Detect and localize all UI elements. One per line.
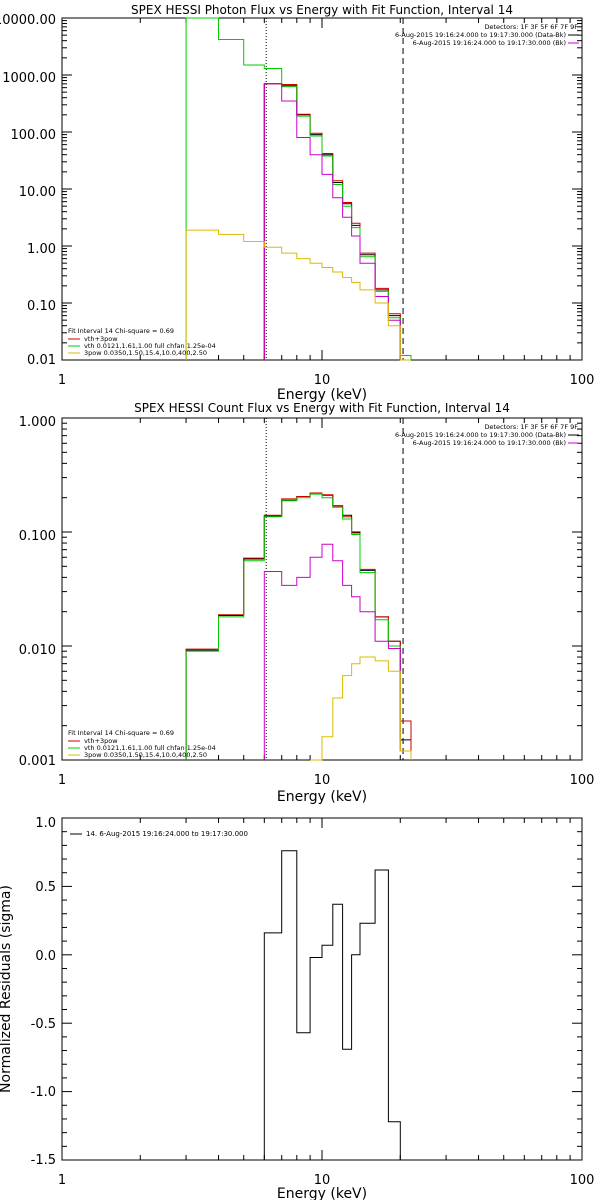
- count-series: [185, 492, 412, 761]
- residuals-ytick-label: -1.0: [31, 1085, 56, 1100]
- series-line-4: [185, 229, 411, 361]
- photon-axis-ticks: [61, 18, 582, 361]
- count-flux-panel: SPEX HESSI Count Flux vs Energy with Fit…: [19, 401, 595, 805]
- photon-xtick-label: 100: [570, 373, 595, 388]
- count-panel-title: SPEX HESSI Count Flux vs Energy with Fit…: [134, 401, 510, 415]
- count-x-axis-label: Energy (keV): [277, 789, 367, 805]
- photon-ytick-label: 0.01: [27, 353, 56, 368]
- series-line-2: [185, 493, 412, 760]
- photon-x-axis-label: Energy (keV): [277, 387, 367, 403]
- residuals-ytick-label: 0.0: [35, 949, 56, 964]
- photon-fit-3pow: 3pow 0.0350,1.50,15.4,10.0,400,2.50: [84, 349, 207, 357]
- count-ytick-label: 0.010: [19, 643, 56, 658]
- series-line-0: [185, 492, 412, 760]
- photon-ytick-label: 1000.00: [2, 71, 56, 86]
- photon-reference-lines: [265, 18, 404, 360]
- count-detectors-label: Detectors: 1F 3F 5F 6F 7F 9F: [484, 423, 578, 431]
- residuals-ytick-label: 1.0: [35, 816, 56, 831]
- series-line-2: [185, 17, 412, 360]
- residuals-series: [263, 850, 401, 1160]
- photon-ytick-label: 0.10: [27, 299, 56, 314]
- count-xtick-label: 100: [570, 773, 595, 788]
- photon-xtick-label: 10: [314, 373, 331, 388]
- residuals-xtick-label: 100: [570, 1173, 595, 1188]
- residuals-axis-ticks: [61, 817, 582, 1161]
- residuals-plot-frame: [61, 817, 583, 1161]
- count-axis-ticks: [61, 418, 582, 761]
- photon-ytick-label: 100.00: [11, 128, 57, 143]
- count-xtick-label: 1: [58, 773, 66, 788]
- series-line-0: [263, 850, 401, 1160]
- photon-ytick-label: 1.00: [27, 242, 56, 257]
- series-line-4: [310, 656, 412, 761]
- series-line-3: [263, 83, 411, 361]
- photon-series: [185, 17, 412, 361]
- photon-fit-interval: Fit Interval 14 Chi-square = 0.69: [68, 327, 174, 335]
- count-ytick-label: 0.001: [19, 754, 56, 769]
- count-fit-vth: vth 0.0121,1.61,1.00 full chfan 1.25e-04: [84, 744, 216, 752]
- series-line-0: [263, 83, 411, 361]
- count-ytick-label: 0.100: [19, 529, 56, 544]
- photon-plot-frame: [61, 17, 583, 361]
- count-legend-bk: 6-Aug-2015 19:16:24.000 to 19:17:30.000 …: [413, 439, 566, 447]
- count-ytick-label: 1.000: [19, 415, 56, 430]
- residuals-ytick-label: -0.5: [31, 1017, 56, 1032]
- count-reference-lines: [265, 418, 404, 760]
- photon-flux-panel: SPEX HESSI Photon Flux vs Energy with Fi…: [0, 3, 594, 403]
- residuals-y-axis-label: Normalized Residuals (sigma): [0, 885, 14, 1093]
- residuals-ytick-label: 0.5: [35, 880, 56, 895]
- photon-legend-data-bk: 6-Aug-2015 19:16:24.000 to 19:17:30.000 …: [395, 31, 566, 39]
- residuals-panel: 1.0 0.5 0.0 -0.5 -1.0 -1.5 1 10 100 Ener…: [0, 816, 594, 1200]
- residuals-ytick-label: -1.5: [31, 1153, 56, 1168]
- photon-xtick-label: 1: [58, 373, 66, 388]
- photon-ytick-label: 10.00: [19, 185, 56, 200]
- count-legend-data-bk: 6-Aug-2015 19:16:24.000 to 19:17:30.000 …: [395, 431, 566, 439]
- count-plot-frame: [61, 417, 583, 761]
- photon-fit-vth: vth 0.0121,1.61,1.00 full chfan 1.25e-04: [84, 342, 216, 350]
- count-fit-interval: Fit Interval 14 Chi-square = 0.69: [68, 729, 174, 737]
- count-fit-3pow: 3pow 0.0350,1.50,15.4,10.0,400,2.50: [84, 751, 207, 759]
- photon-ytick-label: 10000.00: [0, 13, 56, 28]
- photon-fit-model: vth+3pow: [84, 335, 118, 343]
- count-xtick-label: 10: [314, 773, 331, 788]
- series-line-1: [185, 492, 412, 760]
- series-line-3: [263, 543, 412, 760]
- count-fit-model: vth+3pow: [84, 737, 118, 745]
- residuals-xtick-label: 10: [314, 1173, 331, 1188]
- photon-legend-bk: 6-Aug-2015 19:16:24.000 to 19:17:30.000 …: [413, 39, 566, 47]
- photon-panel-title: SPEX HESSI Photon Flux vs Energy with Fi…: [131, 3, 513, 17]
- series-line-1: [263, 83, 411, 361]
- residuals-legend-label: 14. 6-Aug-2015 19:16:24.000 to 19:17:30.…: [86, 830, 248, 838]
- residuals-x-axis-label: Energy (keV): [277, 1186, 367, 1200]
- residuals-xtick-label: 1: [58, 1173, 66, 1188]
- photon-detectors-label: Detectors: 1F 3F 5F 6F 7F 9F: [484, 23, 578, 31]
